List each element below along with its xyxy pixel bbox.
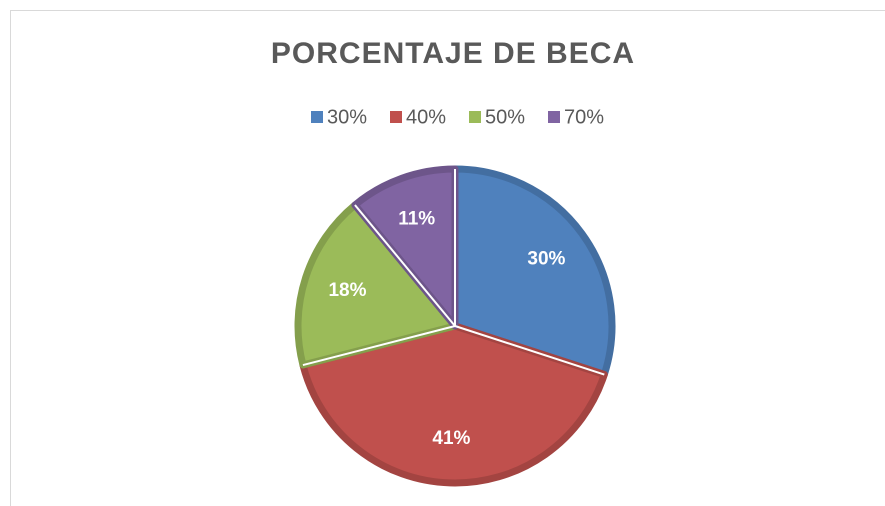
legend-label: 50% — [485, 106, 525, 128]
legend-swatch — [311, 111, 323, 123]
pie-slice — [299, 322, 608, 487]
legend-swatch — [469, 111, 481, 123]
data-label: 41% — [432, 428, 470, 449]
pie-slice — [451, 165, 616, 379]
pie-slice — [351, 165, 459, 330]
pie-slice — [294, 201, 459, 369]
data-label: 30% — [527, 249, 565, 270]
slice-separator — [302, 325, 456, 367]
legend-swatch — [548, 111, 560, 123]
legend-swatch — [390, 111, 402, 123]
legend-label: 30% — [327, 106, 367, 128]
data-label: 18% — [328, 280, 366, 301]
slice-separator — [354, 204, 456, 327]
legend-label: 40% — [406, 106, 446, 128]
slice-separator — [454, 325, 605, 376]
chart-title: PORCENTAJE DE BECA — [271, 37, 635, 70]
data-label: 11% — [398, 209, 435, 230]
legend-label: 70% — [564, 106, 604, 128]
